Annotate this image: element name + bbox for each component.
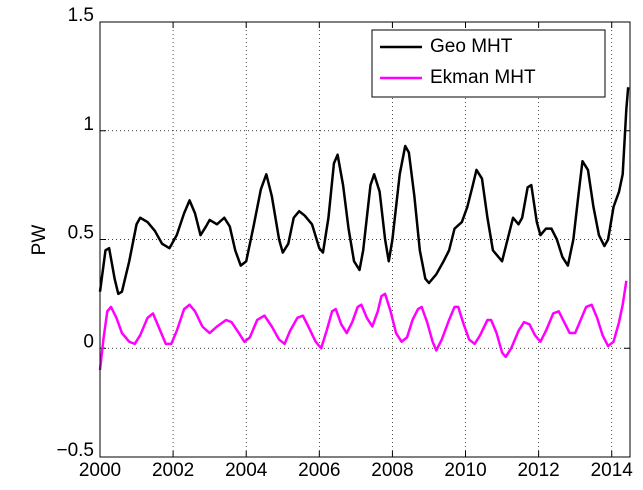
x-tick-label: 2012 bbox=[517, 460, 559, 481]
y-tick-label: 1 bbox=[83, 114, 94, 135]
x-tick-label: 2002 bbox=[152, 460, 194, 481]
x-tick-label: 2010 bbox=[444, 460, 486, 481]
legend-label: Geo MHT bbox=[430, 36, 513, 57]
x-tick-label: 2008 bbox=[371, 460, 413, 481]
data-line bbox=[98, 87, 630, 296]
plot-frame bbox=[99, 21, 631, 458]
x-tick-label: 2000 bbox=[79, 460, 121, 481]
data-line bbox=[98, 280, 628, 371]
y-axis-label: PW bbox=[29, 225, 50, 256]
y-tick-label: −0.5 bbox=[56, 440, 94, 461]
x-tick-label: 2014 bbox=[591, 460, 634, 481]
legend-label: Ekman MHT bbox=[430, 67, 536, 88]
y-tick-label: 1.5 bbox=[68, 5, 94, 26]
x-tick-label: 2006 bbox=[298, 460, 340, 481]
y-tick-label: 0 bbox=[83, 331, 94, 352]
legend-box bbox=[371, 29, 606, 98]
y-tick-label: 0.5 bbox=[68, 223, 94, 244]
x-tick-label: 2004 bbox=[225, 460, 268, 481]
